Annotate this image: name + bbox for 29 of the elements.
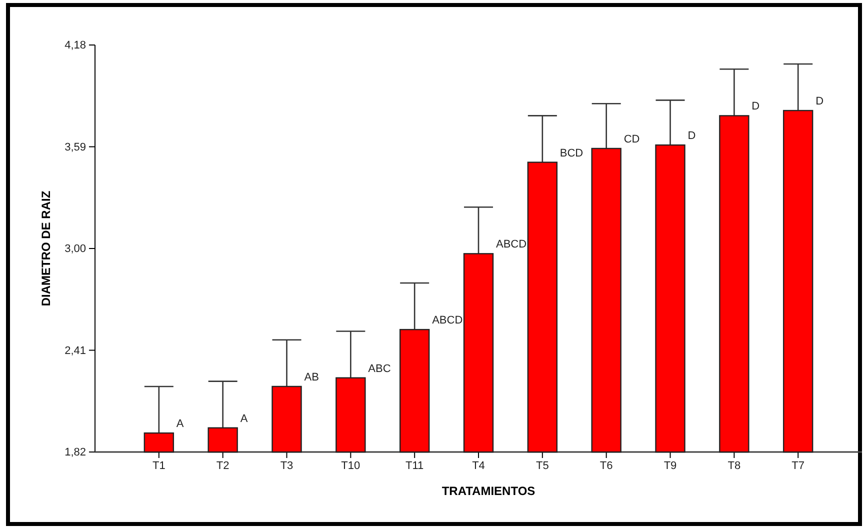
y-tick-label: 3,00 [64, 243, 86, 256]
x-axis-title: TRATAMIENTOS [442, 484, 536, 498]
x-tick-label: T10 [341, 460, 360, 472]
annotation: AB [304, 371, 319, 384]
annotation: A [240, 412, 248, 425]
annotation: D [752, 100, 760, 113]
annotation: D [688, 130, 696, 142]
x-tick-label: T11 [406, 460, 424, 472]
annotation: A [176, 418, 184, 430]
annotation: D [816, 96, 824, 108]
annotation: BCD [560, 147, 584, 160]
annotation: ABCD [496, 238, 527, 251]
x-tick-label: T6 [600, 460, 613, 472]
x-tick-label: T4 [472, 460, 485, 472]
y-tick-label: 1,82 [64, 446, 86, 459]
y-tick-label: 2,41 [64, 344, 86, 357]
y-tick-label: 4,18 [64, 40, 86, 52]
x-tick-label: T1 [152, 460, 166, 472]
x-tick-label: T7 [792, 460, 805, 472]
annotation: ABC [368, 362, 391, 375]
x-tick-label: T2 [216, 460, 230, 472]
y-tick-label: 3,59 [64, 141, 86, 154]
annotation: CD [624, 133, 640, 146]
x-tick-label: T8 [728, 460, 741, 472]
y-axis-title: DIAMETRO DE RAIZ [39, 190, 53, 306]
x-tick-label: T5 [536, 460, 549, 472]
x-tick-label: T9 [664, 460, 677, 472]
x-tick-label: T3 [280, 460, 294, 472]
annotation: ABCD [432, 314, 463, 327]
